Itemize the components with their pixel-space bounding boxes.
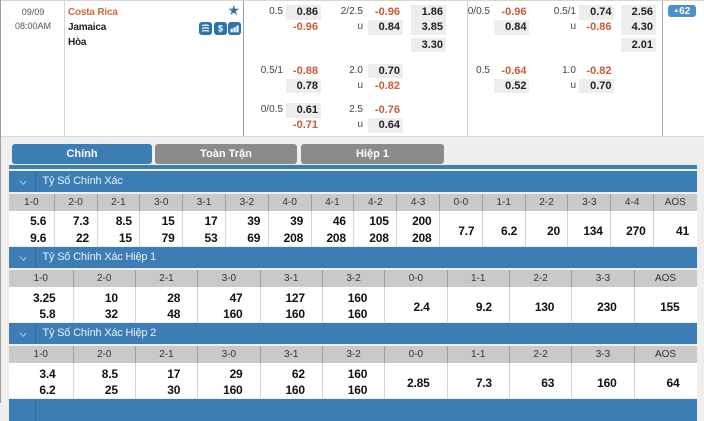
svg-text:$: $ <box>217 24 222 34</box>
